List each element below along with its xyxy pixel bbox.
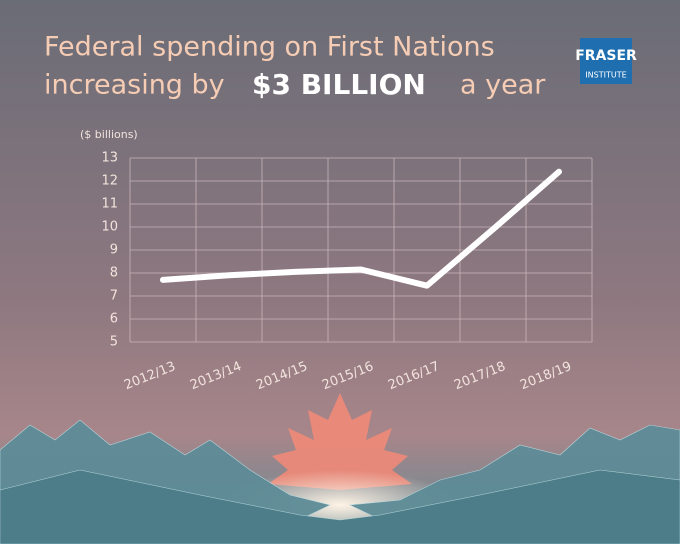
decoration — [0, 393, 680, 544]
title-highlight: $3 BILLION — [252, 68, 426, 101]
y-tick-label: 6 — [110, 312, 118, 327]
y-tick-label: 7 — [110, 289, 118, 304]
y-tick-label: 9 — [110, 243, 118, 258]
y-axis-label: ($ billions) — [80, 128, 138, 141]
y-tick-label: 13 — [101, 151, 118, 166]
data-line — [160, 168, 562, 289]
logo-text: FRASER — [575, 48, 637, 64]
title-line2-end: a year — [460, 70, 546, 101]
title-line2: increasing by — [44, 70, 225, 101]
logo-subtext: INSTITUTE — [585, 71, 626, 80]
y-tick-label: 8 — [110, 266, 118, 281]
title: Federal spending on First Nations — [44, 32, 495, 63]
logo-box — [580, 38, 632, 84]
y-tick-label: 11 — [101, 197, 118, 212]
y-tick-label: 12 — [101, 174, 118, 189]
y-tick-label: 5 — [110, 335, 118, 350]
y-tick-label: 10 — [101, 220, 118, 235]
